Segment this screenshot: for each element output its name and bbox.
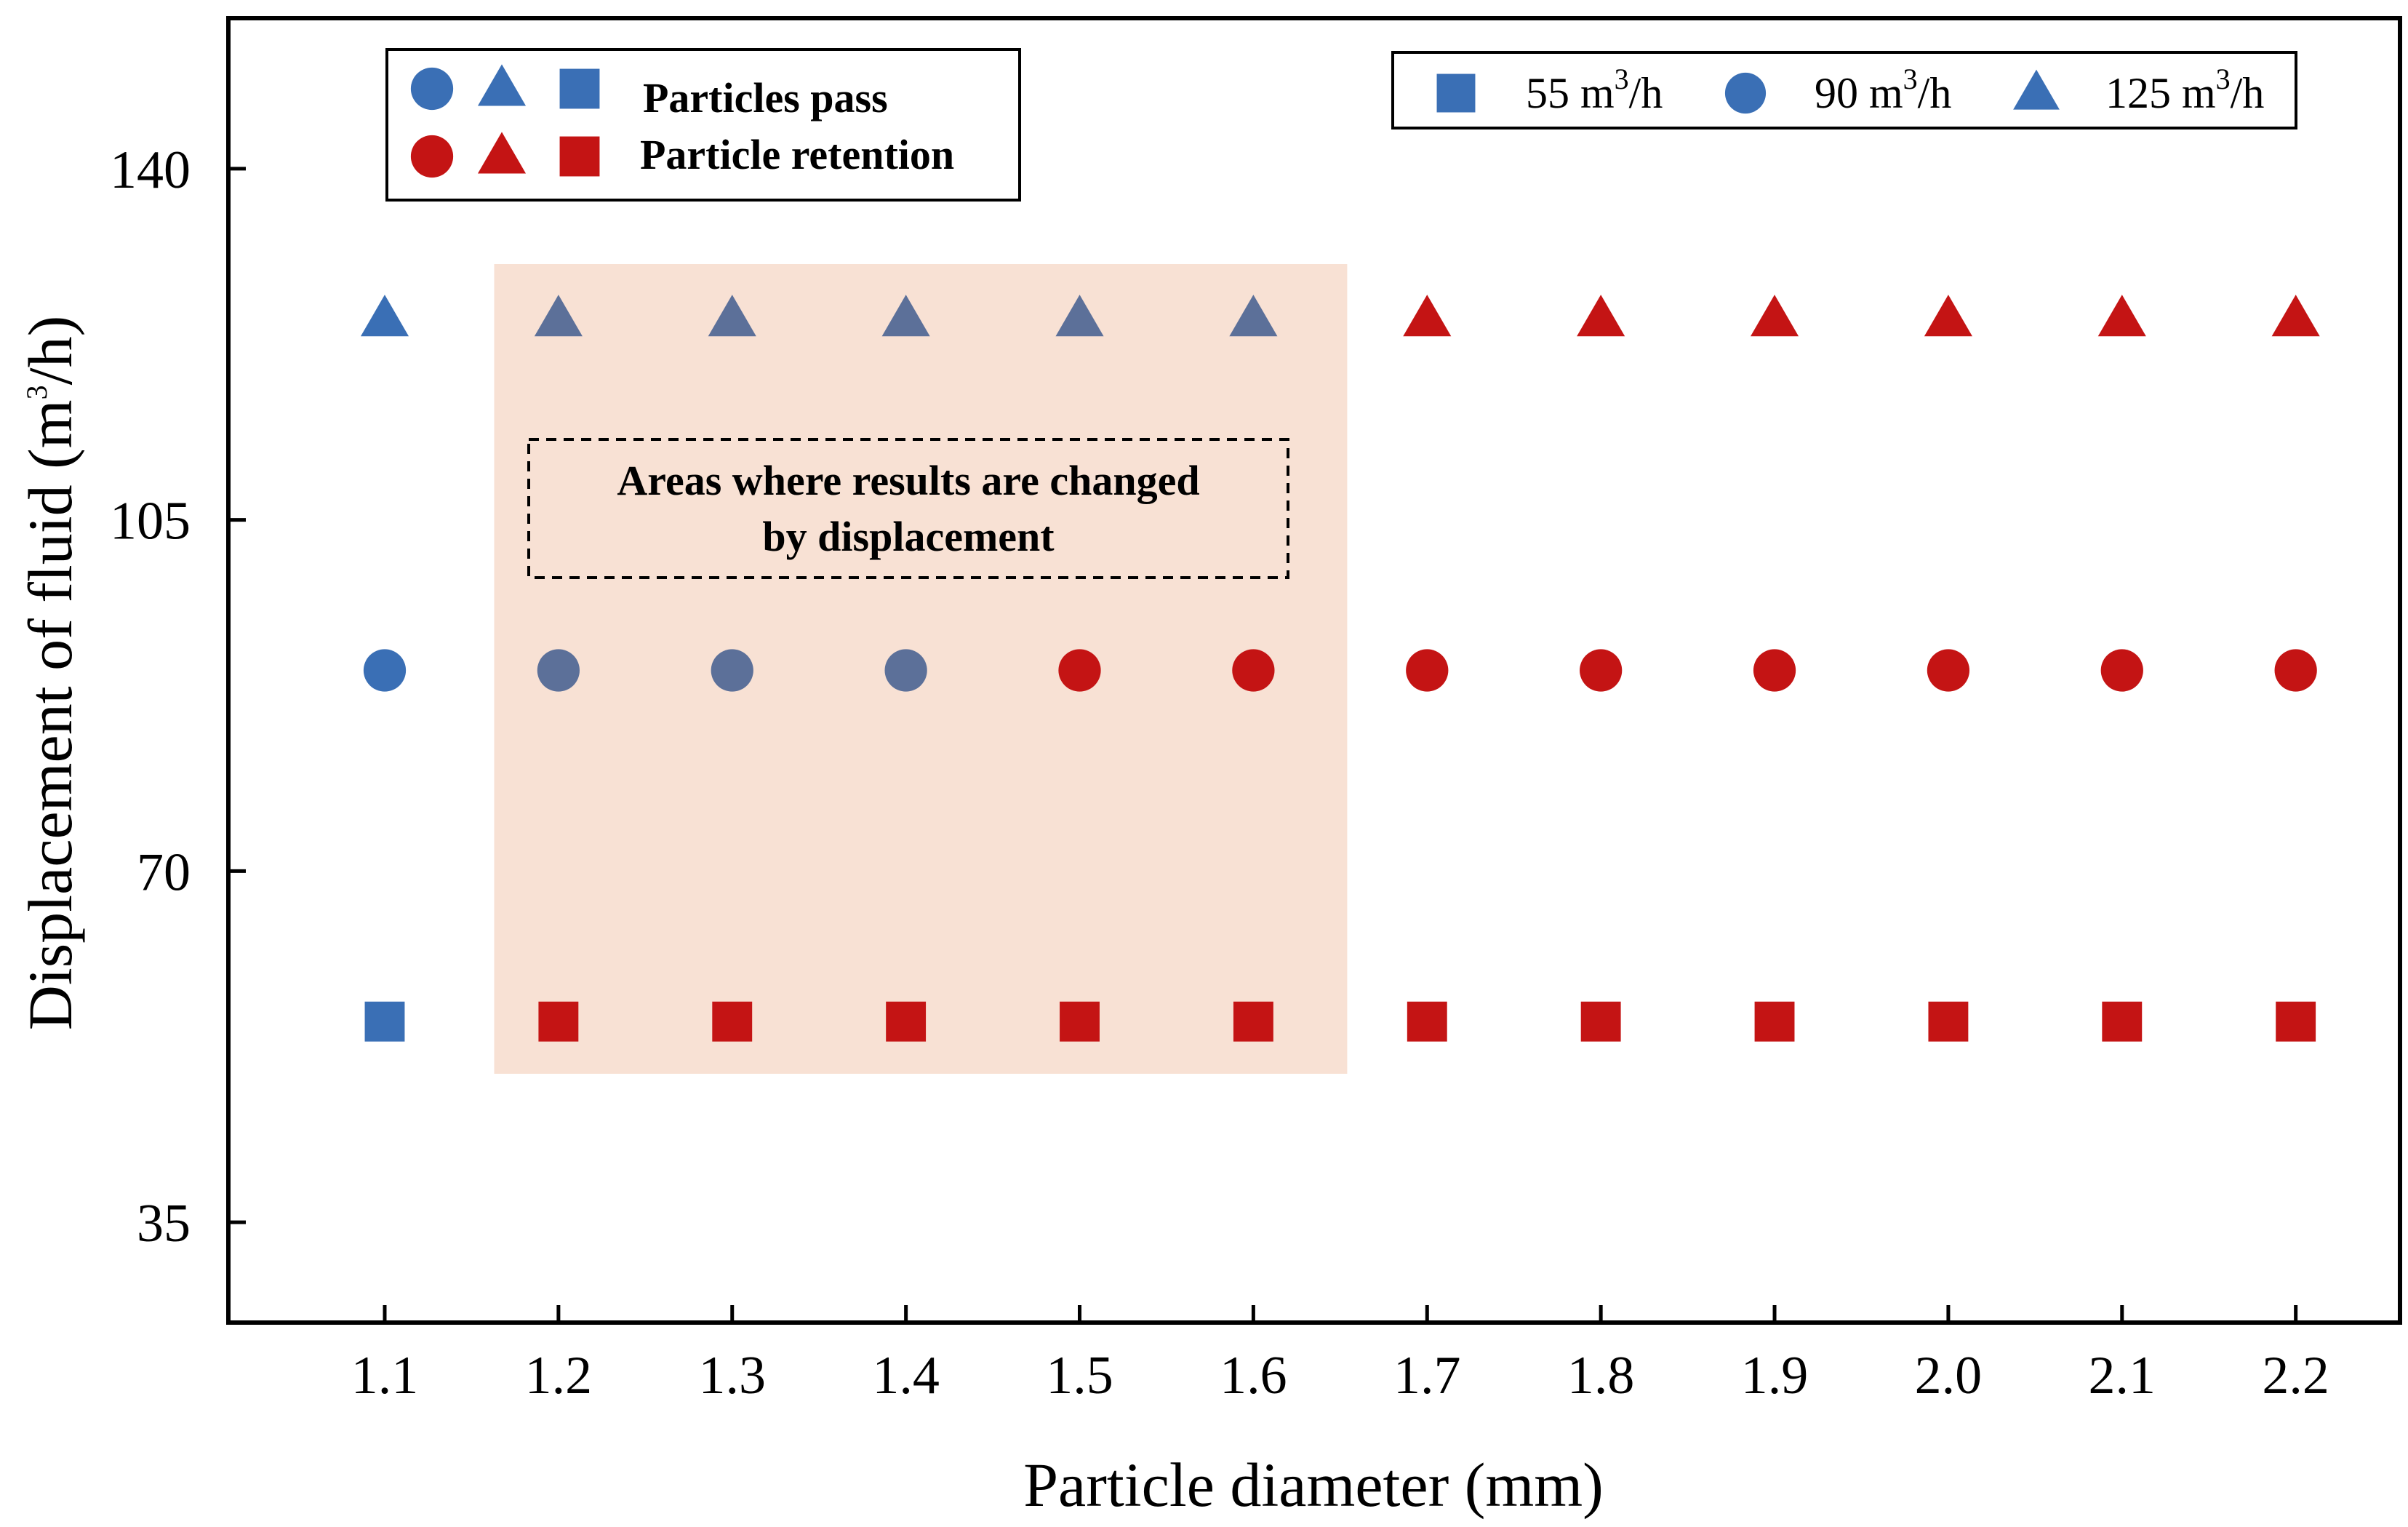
legend-outcome-box bbox=[385, 48, 1021, 202]
data-point-square-retention bbox=[1580, 1001, 1621, 1042]
legend-flow-55-sup: 3 bbox=[1615, 63, 1629, 95]
legend-flow-125-value: 125 m bbox=[2105, 69, 2216, 117]
data-point-circle-retention bbox=[1406, 649, 1449, 692]
data-point-triangle-pass bbox=[708, 295, 756, 337]
data-point-triangle-pass bbox=[1229, 295, 1278, 337]
legend-flow-125-sup: 3 bbox=[2216, 63, 2231, 95]
data-point-square-retention bbox=[538, 1001, 579, 1042]
legend-pass-triangle-icon bbox=[477, 64, 527, 106]
legend-flow-markers bbox=[1436, 69, 2060, 114]
data-point-triangle-pass bbox=[881, 295, 930, 337]
data-point-square-pass bbox=[364, 1001, 405, 1042]
data-point-square-retention bbox=[1407, 1001, 1447, 1042]
data-point-circle-retention bbox=[2100, 649, 2143, 692]
data-point-triangle-pass bbox=[534, 295, 583, 337]
legend-flow-90: 90 m3/h bbox=[1815, 63, 1951, 117]
legend-retention-triangle-icon bbox=[477, 132, 527, 174]
y-axis-title-main: Displacement of fluid (m bbox=[15, 399, 85, 1030]
annotation-line-2: by displacement bbox=[762, 513, 1055, 560]
x-tick-label: 1.1 bbox=[351, 1346, 419, 1406]
y-axis-ticks: 35 70 105 140 bbox=[110, 140, 246, 1253]
legend-pass-square-icon bbox=[559, 68, 600, 109]
legend-flow-square-icon bbox=[1436, 73, 1476, 113]
data-point-circle-retention bbox=[1232, 649, 1275, 692]
legend-flow-90-value: 90 m bbox=[1815, 69, 1903, 117]
data-point-square-retention bbox=[2102, 1001, 2143, 1042]
data-point-square-retention bbox=[1233, 1001, 1273, 1042]
data-point-square-retention bbox=[1928, 1001, 1969, 1042]
legend-retention-label: Particle retention bbox=[640, 131, 954, 178]
legend-flow-55-value: 55 m bbox=[1526, 69, 1615, 117]
legend-outcome-markers bbox=[410, 64, 600, 178]
legend-flow-90-tail: /h bbox=[1918, 69, 1952, 117]
data-point-circle-retention bbox=[2274, 649, 2317, 692]
x-tick-label: 1.7 bbox=[1393, 1346, 1461, 1406]
legend-flow-circle-icon bbox=[1724, 72, 1767, 114]
x-tick-label: 1.9 bbox=[1741, 1346, 1809, 1406]
x-tick-label: 1.3 bbox=[699, 1346, 767, 1406]
data-point-triangle-retention bbox=[1750, 295, 1799, 337]
data-point-triangle-retention bbox=[2271, 295, 2320, 337]
legend-pass-label: Particles pass bbox=[643, 74, 888, 121]
legend-retention-circle-icon bbox=[410, 135, 454, 178]
y-axis-title: Displacement of fluid (m3/h) bbox=[15, 316, 85, 1030]
legend-flow-125-tail: /h bbox=[2231, 69, 2265, 117]
data-point-triangle-retention bbox=[2097, 295, 2146, 337]
y-tick-label: 140 bbox=[110, 140, 191, 200]
data-point-triangle-pass bbox=[1055, 295, 1104, 337]
annotation-box bbox=[527, 438, 1289, 579]
data-point-circle-retention bbox=[1580, 649, 1623, 692]
x-tick-label: 1.5 bbox=[1046, 1346, 1113, 1406]
data-point-circle-retention bbox=[1753, 649, 1796, 692]
data-point-triangle-retention bbox=[1403, 295, 1452, 337]
legend-flow-125: 125 m3/h bbox=[2105, 63, 2264, 117]
x-axis-title: Particle diameter (mm) bbox=[1023, 1450, 1604, 1520]
y-axis-title-sup: 3 bbox=[20, 385, 53, 399]
data-markers bbox=[360, 295, 2320, 1042]
legend-retention-square-icon bbox=[559, 136, 600, 177]
data-point-circle-pass bbox=[363, 649, 407, 692]
x-axis-ticks: 1.1 1.2 1.3 1.4 1.5 1.6 1.7 1.8 1.9 2.0 2.1 2.2 bbox=[351, 1305, 2329, 1406]
x-tick-label: 2.1 bbox=[2089, 1346, 2156, 1406]
data-point-circle-pass bbox=[711, 649, 753, 692]
x-tick-label: 2.2 bbox=[2262, 1346, 2329, 1406]
legend-flow-90-sup: 3 bbox=[1903, 63, 1918, 95]
plot-frame bbox=[226, 16, 2402, 1325]
data-point-circle-pass bbox=[537, 649, 580, 692]
data-point-circle-pass bbox=[884, 649, 927, 692]
x-tick-label: 1.8 bbox=[1567, 1346, 1635, 1406]
data-point-square-retention bbox=[1060, 1001, 1100, 1042]
x-tick-label: 1.2 bbox=[525, 1346, 593, 1406]
data-point-circle-retention bbox=[1058, 649, 1101, 692]
annotation-line-1: Areas where results are changed bbox=[617, 457, 1199, 504]
legend-flow-box bbox=[1391, 51, 2297, 129]
data-point-square-retention bbox=[886, 1001, 927, 1042]
data-point-triangle-retention bbox=[1924, 295, 1972, 337]
y-tick-label: 35 bbox=[137, 1194, 191, 1253]
data-point-square-retention bbox=[1754, 1001, 1795, 1042]
legend-flow-triangle-icon bbox=[2013, 69, 2060, 110]
y-axis-title-tail: /h) bbox=[15, 316, 85, 386]
data-point-triangle-retention bbox=[1577, 295, 1625, 337]
x-tick-label: 1.6 bbox=[1220, 1346, 1287, 1406]
data-point-square-retention bbox=[2276, 1001, 2316, 1042]
legend-flow-55: 55 m3/h bbox=[1526, 63, 1663, 117]
data-point-circle-retention bbox=[1927, 649, 1970, 692]
x-tick-label: 1.4 bbox=[872, 1346, 940, 1406]
y-tick-label: 70 bbox=[137, 842, 191, 902]
y-tick-label: 105 bbox=[110, 492, 191, 551]
legend-flow-55-tail: /h bbox=[1629, 69, 1663, 117]
data-point-triangle-pass bbox=[360, 295, 409, 337]
x-tick-label: 2.0 bbox=[1915, 1346, 1983, 1406]
legend-pass-circle-icon bbox=[410, 67, 454, 111]
data-point-square-retention bbox=[712, 1001, 753, 1042]
